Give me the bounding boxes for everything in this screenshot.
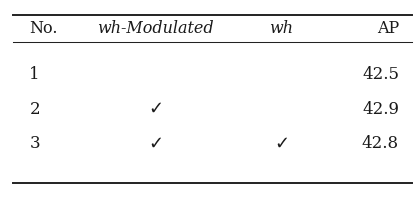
Text: wh-Modulated: wh-Modulated <box>97 20 214 37</box>
Text: ✓: ✓ <box>148 135 163 153</box>
Text: 42.8: 42.8 <box>362 135 399 152</box>
Text: 42.9: 42.9 <box>362 101 399 118</box>
Text: wh: wh <box>269 20 294 37</box>
Text: ✓: ✓ <box>274 135 289 153</box>
Text: AP: AP <box>377 20 399 37</box>
Text: 2: 2 <box>29 101 40 118</box>
Text: No.: No. <box>29 20 58 37</box>
Text: ✓: ✓ <box>148 100 163 118</box>
Text: 3: 3 <box>29 135 40 152</box>
Text: 42.5: 42.5 <box>362 66 399 83</box>
Text: 1: 1 <box>29 66 40 83</box>
